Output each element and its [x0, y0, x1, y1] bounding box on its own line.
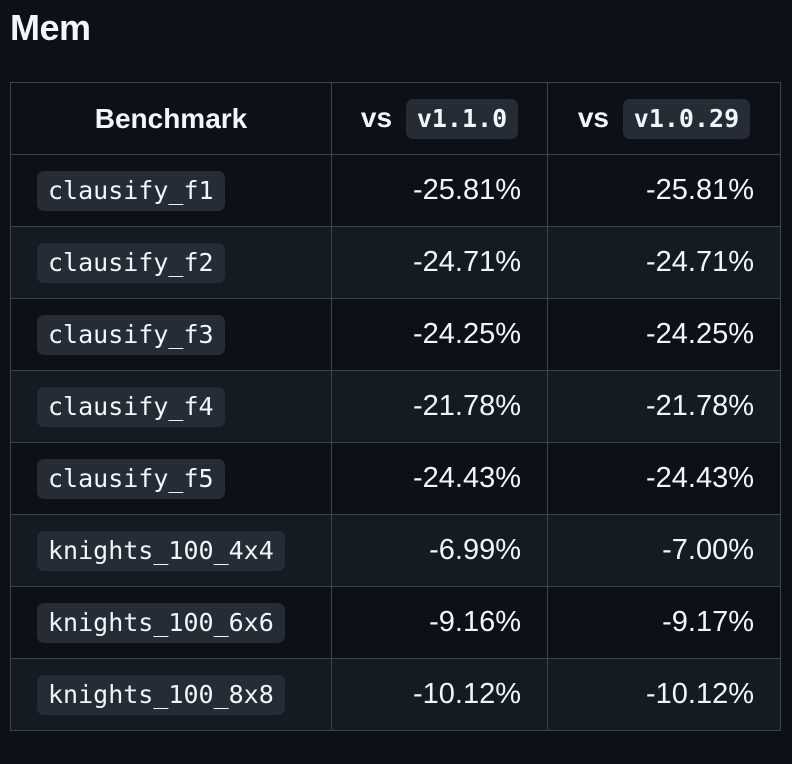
- header-vs-v1-0-29: vs v1.0.29: [547, 82, 781, 155]
- table-row: clausify_f3 -24.25% -24.25%: [10, 298, 781, 371]
- benchmark-name: knights_100_8x8: [37, 674, 285, 715]
- benchmark-name-cell: clausify_f4: [10, 370, 332, 443]
- version-code: v1.1.0: [405, 98, 519, 139]
- value-vs-v1-0-29: -10.12%: [547, 658, 781, 731]
- benchmark-name: clausify_f2: [37, 242, 225, 283]
- benchmark-name: knights_100_4x4: [37, 530, 285, 571]
- value-vs-v1-1-0: -6.99%: [331, 514, 548, 587]
- header-benchmark: Benchmark: [10, 82, 332, 155]
- benchmark-name-cell: clausify_f1: [10, 154, 332, 227]
- benchmark-name-cell: knights_100_8x8: [10, 658, 332, 731]
- value-vs-v1-0-29: -25.81%: [547, 154, 781, 227]
- benchmark-name: clausify_f5: [37, 458, 225, 499]
- value-vs-v1-0-29: -24.25%: [547, 298, 781, 371]
- benchmark-name-cell: clausify_f2: [10, 226, 332, 299]
- value-vs-v1-1-0: -10.12%: [331, 658, 548, 731]
- benchmark-name: knights_100_6x6: [37, 602, 285, 643]
- header-vs-v1-1-0: vs v1.1.0: [331, 82, 548, 155]
- benchmark-table: Benchmark vs v1.1.0 vs v1.0.29 clausify_…: [10, 82, 781, 731]
- benchmark-name-cell: knights_100_4x4: [10, 514, 332, 587]
- header-vs-label: vs: [577, 101, 609, 133]
- benchmark-name: clausify_f4: [37, 386, 225, 427]
- benchmark-name-cell: clausify_f3: [10, 298, 332, 371]
- value-vs-v1-0-29: -7.00%: [547, 514, 781, 587]
- benchmark-name-cell: clausify_f5: [10, 442, 332, 515]
- value-vs-v1-1-0: -24.71%: [331, 226, 548, 299]
- table-row: knights_100_4x4 -6.99% -7.00%: [10, 514, 781, 587]
- value-vs-v1-0-29: -24.71%: [547, 226, 781, 299]
- table-row: clausify_f1 -25.81% -25.81%: [10, 154, 781, 227]
- value-vs-v1-1-0: -25.81%: [331, 154, 548, 227]
- version-code: v1.0.29: [622, 98, 751, 139]
- value-vs-v1-0-29: -24.43%: [547, 442, 781, 515]
- value-vs-v1-1-0: -9.16%: [331, 586, 548, 659]
- benchmark-name-cell: knights_100_6x6: [10, 586, 332, 659]
- table-row: clausify_f2 -24.71% -24.71%: [10, 226, 781, 299]
- value-vs-v1-0-29: -21.78%: [547, 370, 781, 443]
- value-vs-v1-1-0: -24.25%: [331, 298, 548, 371]
- benchmark-name: clausify_f3: [37, 314, 225, 355]
- table-row: clausify_f5 -24.43% -24.43%: [10, 442, 781, 515]
- page-title: Mem: [10, 7, 91, 48]
- value-vs-v1-0-29: -9.17%: [547, 586, 781, 659]
- table-row: clausify_f4 -21.78% -21.78%: [10, 370, 781, 443]
- value-vs-v1-1-0: -24.43%: [331, 442, 548, 515]
- table-row: knights_100_6x6 -9.16% -9.17%: [10, 586, 781, 659]
- table-row: knights_100_8x8 -10.12% -10.12%: [10, 658, 781, 731]
- header-vs-label: vs: [360, 101, 393, 133]
- table-header-row: Benchmark vs v1.1.0 vs v1.0.29: [10, 82, 781, 155]
- benchmark-name: clausify_f1: [37, 170, 225, 211]
- value-vs-v1-1-0: -21.78%: [331, 370, 548, 443]
